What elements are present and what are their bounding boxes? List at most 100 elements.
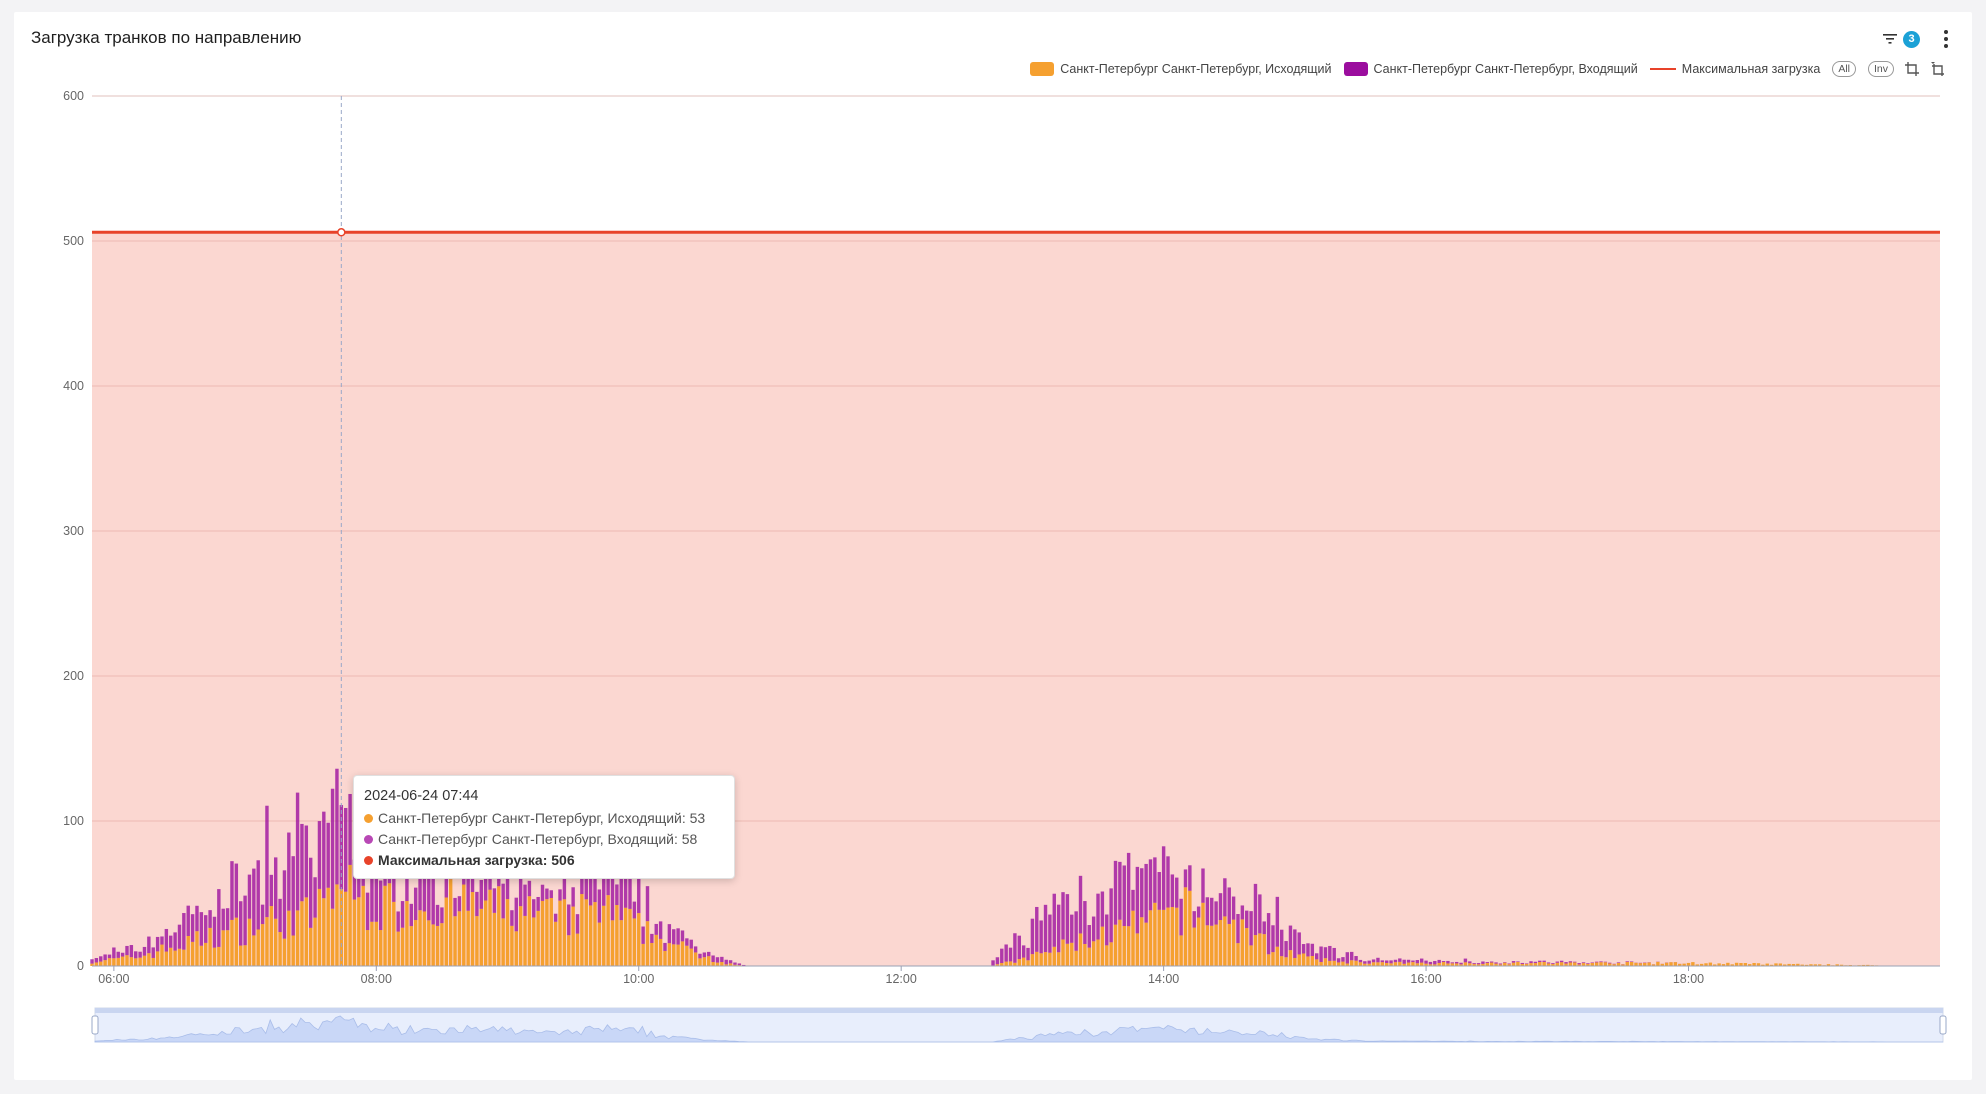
bar-outgoing bbox=[99, 961, 103, 966]
bar-incoming bbox=[1170, 874, 1175, 908]
bar-incoming bbox=[1349, 951, 1354, 961]
more-options-icon[interactable] bbox=[1938, 28, 1954, 50]
bar-incoming bbox=[1599, 961, 1603, 963]
legend-item-outgoing[interactable]: Санкт-Петербург Санкт-Петербург, Исходящ… bbox=[1030, 62, 1332, 76]
bar-incoming bbox=[1100, 891, 1105, 927]
bar-outgoing bbox=[365, 930, 370, 966]
bar-outgoing bbox=[1271, 952, 1275, 966]
bar-outgoing bbox=[1428, 964, 1433, 966]
bar-outgoing bbox=[190, 941, 195, 966]
tooltip-label-max-load: Максимальная загрузка: 506 bbox=[378, 852, 575, 868]
bar-incoming bbox=[378, 880, 383, 931]
zoom-area-icon[interactable] bbox=[1904, 61, 1920, 77]
bar-outgoing bbox=[1529, 963, 1533, 966]
bar-outgoing bbox=[1577, 964, 1581, 966]
bar-incoming bbox=[1533, 961, 1538, 964]
bar-outgoing bbox=[1144, 922, 1148, 966]
bar-outgoing bbox=[628, 908, 632, 966]
bar-incoming bbox=[1039, 920, 1043, 954]
bar-outgoing bbox=[475, 916, 479, 966]
legend-invert-button[interactable]: Inv bbox=[1867, 61, 1894, 77]
bar-incoming bbox=[1398, 958, 1402, 962]
bar-outgoing bbox=[1743, 962, 1748, 966]
bar-incoming bbox=[1223, 878, 1227, 917]
bar-outgoing bbox=[173, 950, 177, 966]
legend-item-max-load[interactable]: Максимальная загрузка bbox=[1649, 62, 1820, 76]
bar-incoming bbox=[1437, 959, 1441, 963]
y-tick-label-100: 100 bbox=[63, 814, 84, 828]
bar-outgoing bbox=[1673, 962, 1678, 966]
bar-incoming bbox=[724, 959, 728, 965]
bar-outgoing bbox=[553, 921, 558, 966]
bar-incoming bbox=[623, 862, 628, 908]
bar-outgoing bbox=[1376, 962, 1380, 966]
bar-outgoing bbox=[1730, 964, 1734, 966]
bar-outgoing bbox=[1463, 962, 1468, 966]
bar-outgoing bbox=[1454, 963, 1459, 966]
bar-outgoing bbox=[1468, 963, 1472, 966]
bar-outgoing bbox=[1214, 924, 1218, 966]
bar-outgoing bbox=[672, 944, 676, 966]
bar-outgoing bbox=[1839, 964, 1844, 966]
zoom-reset-icon[interactable] bbox=[1930, 61, 1946, 77]
bar-outgoing bbox=[1105, 945, 1109, 966]
bar-incoming bbox=[575, 914, 580, 934]
bar-incoming bbox=[1433, 960, 1437, 965]
bar-outgoing bbox=[1616, 962, 1621, 966]
bar-outgoing bbox=[1218, 920, 1223, 966]
bar-outgoing bbox=[1603, 962, 1608, 966]
bar-incoming bbox=[1074, 911, 1078, 951]
bar-outgoing bbox=[1109, 942, 1113, 966]
bar-incoming bbox=[567, 904, 571, 936]
x-tick-label-14:00: 14:00 bbox=[1148, 972, 1179, 986]
bar-outgoing bbox=[1118, 919, 1122, 966]
bar-outgoing bbox=[1861, 964, 1866, 966]
bar-incoming bbox=[94, 958, 99, 963]
bar-incoming bbox=[1109, 888, 1113, 943]
bar-incoming bbox=[1472, 963, 1476, 965]
bar-outgoing bbox=[1599, 962, 1603, 966]
bar-outgoing bbox=[1253, 935, 1258, 966]
bar-outgoing bbox=[1306, 956, 1310, 966]
bar-incoming bbox=[212, 916, 217, 948]
x-tick-label-16:00: 16:00 bbox=[1410, 972, 1441, 986]
bar-incoming bbox=[492, 888, 497, 913]
filter-button[interactable]: 3 bbox=[1883, 30, 1920, 48]
bar-incoming bbox=[1013, 933, 1017, 963]
bar-incoming bbox=[1214, 901, 1218, 925]
bar-outgoing bbox=[1629, 961, 1634, 966]
bar-outgoing bbox=[1581, 963, 1586, 966]
bar-outgoing bbox=[995, 964, 1000, 966]
bar-incoming bbox=[1564, 962, 1568, 964]
bar-incoming bbox=[615, 884, 619, 906]
bar-outgoing bbox=[1739, 963, 1743, 966]
bar-incoming bbox=[291, 856, 295, 936]
bar-outgoing bbox=[252, 935, 256, 966]
legend-select-all-button[interactable]: All bbox=[1832, 61, 1856, 77]
bar-outgoing bbox=[623, 907, 628, 966]
bar-outgoing bbox=[1835, 964, 1839, 966]
range-navigator[interactable] bbox=[91, 1007, 1947, 1043]
bar-incoming bbox=[1017, 935, 1021, 960]
bar-incoming bbox=[1301, 944, 1306, 954]
bar-outgoing bbox=[1096, 939, 1100, 966]
bar-incoming bbox=[1131, 889, 1135, 911]
bar-incoming bbox=[1520, 962, 1524, 964]
bar-outgoing bbox=[1013, 962, 1017, 966]
bar-incoming bbox=[991, 960, 995, 966]
legend-item-incoming[interactable]: Санкт-Петербург Санкт-Петербург, Входящи… bbox=[1343, 62, 1638, 76]
bar-incoming bbox=[689, 939, 693, 949]
bar-incoming bbox=[1546, 962, 1551, 964]
y-axis: 0 100 200 300 400 500 600 bbox=[63, 89, 84, 973]
y-tick-label-0: 0 bbox=[77, 959, 84, 973]
bar-outgoing bbox=[1699, 963, 1704, 966]
bar-incoming bbox=[1065, 894, 1070, 944]
bar-outgoing bbox=[199, 945, 204, 966]
bar-outgoing bbox=[295, 910, 300, 966]
bar-outgoing bbox=[1559, 962, 1564, 966]
legend-label-outgoing: Санкт-Петербург Санкт-Петербург, Исходящ… bbox=[1060, 62, 1332, 76]
bar-outgoing bbox=[1594, 962, 1599, 966]
bar-incoming bbox=[239, 901, 243, 946]
bar-incoming bbox=[313, 877, 317, 918]
